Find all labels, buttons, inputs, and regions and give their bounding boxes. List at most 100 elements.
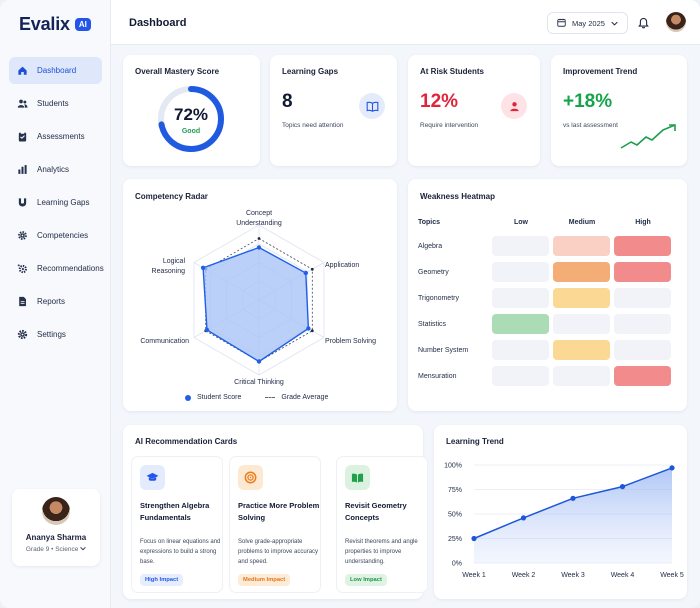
heatmap-topics-header: Topics <box>418 219 441 226</box>
heatmap-cell[interactable] <box>553 366 610 386</box>
heatmap-cell[interactable] <box>614 366 671 386</box>
heatmap-cell[interactable] <box>553 262 610 282</box>
learning-trend-chart: 0% 25% 50% 75% 100% Week 1 Week 2 Week 3 Week 4 W… <box>444 463 684 580</box>
sidebar: Evalix AI Dashboard Students Assessments An… <box>0 0 111 608</box>
recommendation-title: Strengthen Algebra Fundamentals <box>140 501 210 522</box>
sidebar-item-reports[interactable]: Reports <box>9 288 102 315</box>
heatmap-cell[interactable] <box>614 288 671 308</box>
recommendation-title: Practice More Problem Solving <box>238 501 320 522</box>
heatmap-cell[interactable] <box>492 340 549 360</box>
profile-name: Ananya Sharma <box>25 533 87 542</box>
sidebar-item-label: Dashboard <box>37 66 77 75</box>
heatmap-row-label: Mensuration <box>418 373 457 380</box>
sidebar-item-label: Analytics <box>37 165 70 174</box>
sidebar-nav: Dashboard Students Assessments Analytics Lea… <box>9 57 104 354</box>
heatmap-cell[interactable] <box>492 314 549 334</box>
heatmap-cell[interactable] <box>553 288 610 308</box>
heatmap-cell[interactable] <box>614 262 671 282</box>
heatmap-cell[interactable] <box>492 236 549 256</box>
learning-gaps-value: 8 <box>282 91 293 112</box>
heatmap-cell[interactable] <box>614 314 671 334</box>
radar-average-point <box>257 237 261 240</box>
heatmap-cell[interactable] <box>492 262 549 282</box>
heatmap-cell[interactable] <box>614 236 671 256</box>
calendar-icon <box>557 18 566 29</box>
target-icon <box>238 465 263 490</box>
recommendation-description: Focus on linear equations and expression… <box>140 539 221 565</box>
sidebar-item-learning-gaps[interactable]: Learning Gaps <box>9 189 102 216</box>
heatmap-cell[interactable] <box>553 314 610 334</box>
heatmap-row-label: Geometry <box>418 269 449 276</box>
trend-point[interactable] <box>520 515 527 521</box>
sidebar-item-assessments[interactable]: Assessments <box>9 123 102 150</box>
competency-radar-card: Competency Radar Concept Understanding App… <box>123 179 397 411</box>
legend-student-label: Student Score <box>197 394 242 401</box>
sidebar-item-recommendations[interactable]: Recommendations <box>9 255 104 282</box>
chevron-down-icon <box>80 546 86 553</box>
x-tick-label: Week 4 <box>611 572 635 579</box>
y-tick-label: 100% <box>444 463 462 470</box>
card-title: Improvement Trend <box>563 67 638 76</box>
trend-point[interactable] <box>669 465 675 471</box>
users-icon <box>17 98 28 109</box>
sidebar-item-analytics[interactable]: Analytics <box>9 156 102 183</box>
radar-average-point <box>310 329 314 333</box>
sidebar-item-settings[interactable]: Settings <box>9 321 102 348</box>
heatmap-cell[interactable] <box>553 340 610 360</box>
radar-student-point <box>256 245 262 250</box>
sidebar-item-competencies[interactable]: Competencies <box>9 222 102 249</box>
notification-bell-icon[interactable] <box>638 16 649 34</box>
settings-icon <box>17 329 28 340</box>
improvement-trend-card: Improvement Trend +18% vs last assessmen… <box>551 55 687 166</box>
brand-logo[interactable]: Evalix AI <box>19 14 91 35</box>
radar-axis-label: Concept Understanding <box>236 210 282 227</box>
impact-badge: Low Impact <box>345 574 387 586</box>
x-tick-label: Week 5 <box>660 572 684 579</box>
radar-axis-label: Communication <box>140 338 189 345</box>
heatmap-column-header: Medium <box>568 219 596 226</box>
heatmap-cell[interactable] <box>492 366 549 386</box>
profile-subtitle[interactable]: Grade 9 • Science <box>12 546 100 553</box>
heatmap-cell[interactable] <box>614 340 671 360</box>
learning-gaps-sub: Topics need attention <box>282 122 344 129</box>
sidebar-item-label: Competencies <box>37 231 89 240</box>
trend-area <box>474 467 672 563</box>
heatmap-row-label: Number System <box>418 347 469 354</box>
date-picker[interactable]: May 2025 <box>547 12 628 34</box>
at-risk-card: At Risk Students 12% Require interventio… <box>408 55 540 166</box>
avatar[interactable] <box>666 12 686 32</box>
radar-axis-label: Logical Reasoning <box>152 258 186 275</box>
radar-student-point <box>256 359 262 364</box>
date-value: May 2025 <box>572 18 605 28</box>
recommendation-description: Revisit theorems and angle properties to… <box>345 539 418 565</box>
sidebar-item-students[interactable]: Students <box>9 90 102 117</box>
mastery-gauge <box>158 86 224 152</box>
heatmap-cell[interactable] <box>553 236 610 256</box>
y-tick-label: 75% <box>448 487 462 494</box>
brand-badge: AI <box>74 18 91 31</box>
card-title: Learning Trend <box>446 437 504 446</box>
user-alert-icon <box>501 93 527 119</box>
sidebar-item-label: Reports <box>37 297 66 306</box>
at-risk-sub: Require intervention <box>420 122 479 129</box>
trend-point[interactable] <box>570 495 576 501</box>
sidebar-item-label: Assessments <box>37 132 85 141</box>
top-header: Dashboard May 2025 <box>111 0 700 45</box>
trend-point[interactable] <box>619 484 626 490</box>
card-title: Overall Mastery Score <box>135 67 220 76</box>
recommendation-card[interactable]: Practice More Problem Solving Solve grade… <box>229 456 321 593</box>
heatmap-cell[interactable] <box>492 288 549 308</box>
recommendation-card[interactable]: Revisit Geometry Concepts Revisit theorem… <box>336 456 428 593</box>
sidebar-item-dashboard[interactable]: Dashboard <box>9 57 102 84</box>
trend-point[interactable] <box>471 535 477 542</box>
recommendation-card[interactable]: Strengthen Algebra Fundamentals Focus on … <box>131 456 223 593</box>
trend-value: +18% <box>563 91 613 112</box>
y-tick-label: 50% <box>448 512 462 519</box>
x-tick-label: Week 2 <box>512 572 536 579</box>
user-profile-card[interactable]: Ananya Sharma Grade 9 • Science <box>12 489 100 566</box>
card-title: Competency Radar <box>135 192 208 201</box>
card-title: At Risk Students <box>420 67 485 76</box>
trend-sub: vs last assessment <box>563 122 618 129</box>
heatmap-row-label: Algebra <box>418 243 443 250</box>
